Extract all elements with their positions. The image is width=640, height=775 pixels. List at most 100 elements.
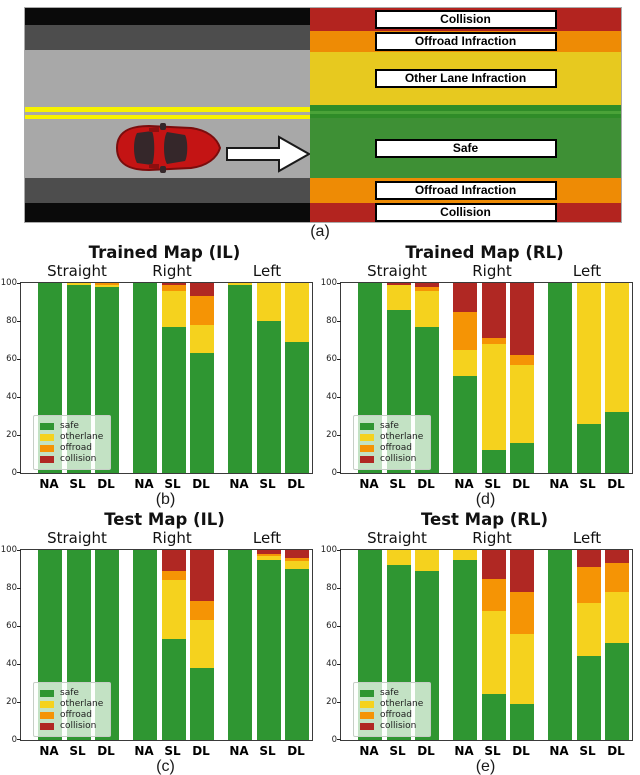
- chart-caption: (b): [155, 491, 176, 508]
- bar-segment-safe: [190, 667, 214, 740]
- right-arrow-icon: [226, 135, 310, 173]
- legend-label: safe: [380, 421, 399, 431]
- stacked-bar-right-dl: [190, 283, 214, 473]
- legend-swatch-safe: [360, 689, 374, 697]
- x-tick-label-na: NA: [359, 477, 379, 491]
- y-tick-mark: [17, 472, 21, 473]
- legend-label: otherlane: [380, 699, 424, 709]
- x-tick-label-sl: SL: [69, 477, 86, 491]
- legend-label: collision: [60, 454, 97, 464]
- bar-segment-collision: [481, 283, 506, 339]
- y-tick-label: 20: [6, 430, 17, 440]
- bar-segment-otherlane: [161, 580, 186, 640]
- group-label-left: Left: [252, 262, 282, 280]
- bar-segment-safe: [605, 643, 629, 740]
- y-tick-mark: [337, 320, 341, 322]
- group-label-straight: Straight: [47, 262, 107, 280]
- legend-label: collision: [380, 721, 417, 731]
- zone-label-box: Other Lane Infraction: [374, 69, 557, 88]
- y-tick-label: 0: [11, 735, 17, 745]
- legend-swatch-offroad: [360, 711, 374, 719]
- shoulder-black-bottom: [25, 203, 310, 222]
- x-axis-labels: NA SL DL NA SL DL NA SL DL: [20, 744, 311, 760]
- bar-segment-otherlane: [95, 284, 119, 287]
- legend-entry-collision: collision: [40, 721, 103, 731]
- median-yellow-line-1: [25, 107, 310, 112]
- legend-entry-safe: safe: [360, 421, 423, 431]
- group-label-straight: Straight: [367, 529, 427, 547]
- zone-label-box: Collision: [374, 10, 557, 29]
- bar-segment-collision: [605, 550, 629, 564]
- stacked-bar-left-na: [228, 550, 252, 740]
- x-tick-label-dl: DL: [287, 744, 305, 758]
- chart-test-map-rl: Test Map (RL) Straight Right Left 0 20 40 6…: [320, 507, 640, 775]
- legend-entry-safe: safe: [360, 688, 423, 698]
- legend-label: safe: [60, 688, 79, 698]
- x-tick-label-sl: SL: [389, 744, 406, 758]
- chart-title: Test Map (IL): [104, 510, 225, 529]
- legend-swatch-otherlane: [40, 700, 54, 708]
- y-tick-label: 0: [11, 468, 17, 478]
- legend-entry-collision: collision: [40, 454, 103, 464]
- stacked-bar-left-na: [548, 283, 572, 473]
- x-tick-label-na: NA: [39, 744, 59, 758]
- bar-segment-safe: [190, 353, 214, 473]
- plot-area: 0 20 40 60 80 100 safe otherlane offroad collisio…: [321, 278, 633, 478]
- legend-swatch-otherlane: [360, 700, 374, 708]
- y-tick-label: 20: [326, 697, 337, 707]
- bar-segment-otherlane: [453, 550, 477, 560]
- y-tick-label: 80: [326, 583, 337, 593]
- legend-label: offroad: [60, 710, 92, 720]
- bar-segment-collision: [285, 550, 309, 558]
- bar-segment-safe: [285, 569, 309, 740]
- x-tick-label-dl: DL: [417, 744, 435, 758]
- x-tick-label-dl: DL: [512, 477, 530, 491]
- stacked-bar-left-dl: [605, 283, 629, 473]
- y-tick-label: 40: [6, 392, 17, 402]
- stacked-bar-right-sl: [161, 283, 186, 473]
- bar-segment-safe: [256, 559, 281, 740]
- zone-band: Offroad Infraction: [310, 31, 621, 52]
- bar-segment-otherlane: [576, 283, 601, 424]
- bar-segment-offroad: [481, 338, 506, 344]
- stacked-bar-right-na: [453, 283, 477, 473]
- shoulder-gray-top: [25, 25, 310, 50]
- y-tick-mark: [337, 396, 341, 398]
- stacked-bar-left-dl: [285, 283, 309, 473]
- bar-segment-offroad: [415, 286, 439, 291]
- legend-entry-otherlane: otherlane: [40, 432, 103, 442]
- chart-title: Trained Map (IL): [88, 243, 241, 262]
- legend-entry-collision: collision: [360, 454, 423, 464]
- bar-segment-safe: [228, 550, 252, 740]
- x-tick-label-dl: DL: [97, 477, 115, 491]
- legend-swatch-collision: [360, 722, 374, 730]
- bar-segment-collision: [386, 283, 411, 285]
- zone-band: [310, 111, 621, 114]
- bar-segment-otherlane: [228, 283, 252, 285]
- group-label-right: Right: [152, 262, 192, 280]
- bar-segment-safe: [133, 283, 157, 473]
- y-tick-label: 40: [6, 659, 17, 669]
- y-tick-label: 80: [6, 583, 17, 593]
- bar-segment-offroad: [256, 553, 281, 556]
- y-tick-mark: [337, 550, 341, 551]
- median-gap: [25, 112, 310, 115]
- y-tick-mark: [337, 663, 341, 665]
- legend: safe otherlane offroad collision: [33, 682, 112, 737]
- bar-segment-otherlane: [415, 550, 439, 571]
- bar-segment-otherlane: [161, 290, 186, 327]
- group-label-left: Left: [572, 529, 602, 547]
- legend-swatch-safe: [40, 422, 54, 430]
- stacked-bar-left-sl: [576, 283, 601, 473]
- bar-segment-safe: [256, 321, 281, 473]
- chart-trained-map-il: Trained Map (IL) Straight Right Left 0 20…: [0, 240, 320, 508]
- safety-zones-right: Collision Offroad Infraction Other Lane In…: [310, 8, 621, 222]
- zone-label-box: Collision: [374, 203, 557, 222]
- y-tick-label: 100: [0, 278, 17, 288]
- y-tick-mark: [17, 550, 21, 551]
- group-label-straight: Straight: [47, 529, 107, 547]
- bar-segment-otherlane: [256, 555, 281, 560]
- y-tick-label: 100: [320, 278, 337, 288]
- bar-segment-otherlane: [481, 610, 506, 695]
- legend-entry-offroad: offroad: [360, 443, 423, 453]
